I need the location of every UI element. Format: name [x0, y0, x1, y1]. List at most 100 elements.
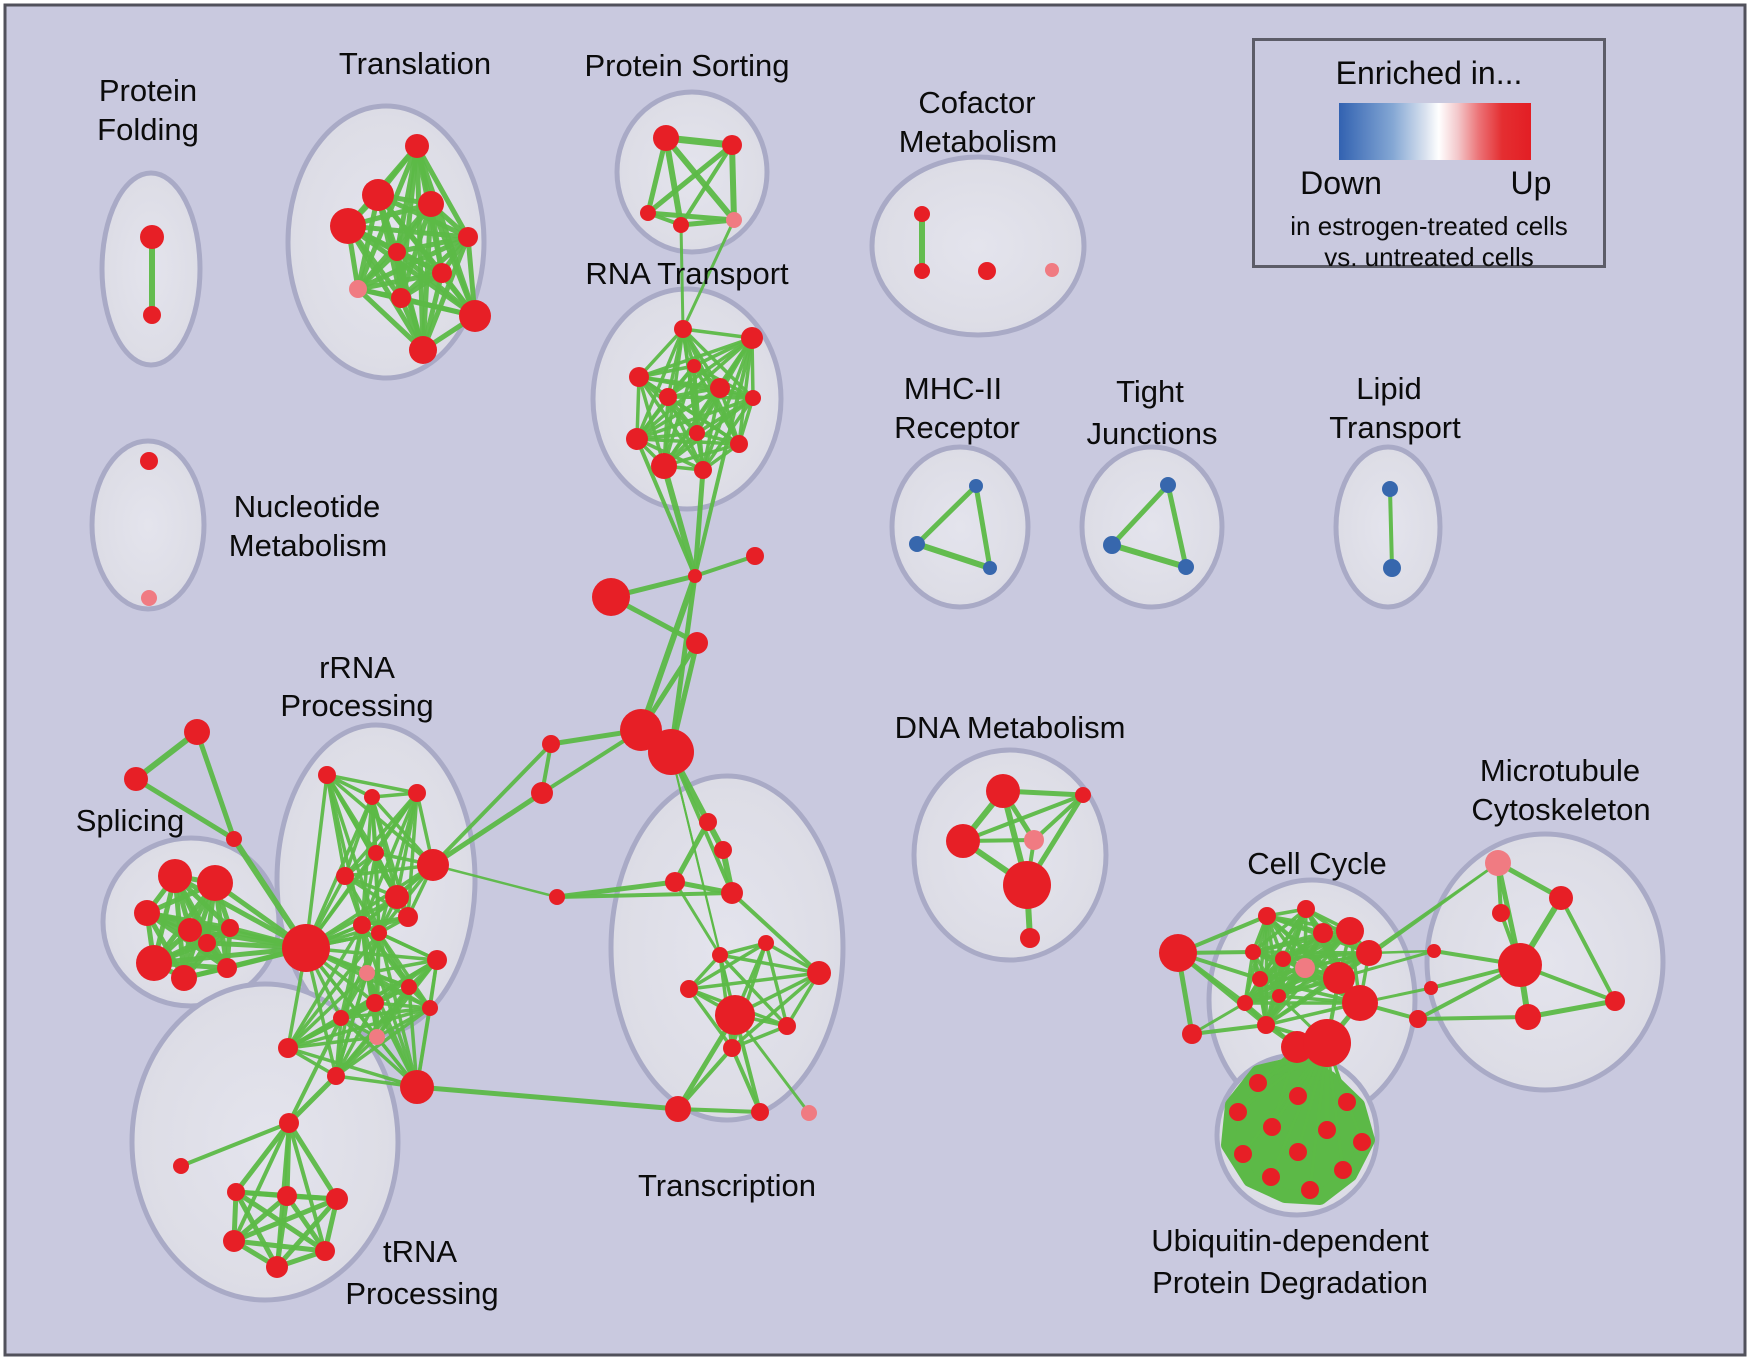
node-R2[interactable] — [741, 327, 763, 349]
node-C4[interactable] — [1045, 263, 1059, 277]
node-RB[interactable] — [417, 849, 449, 881]
node-RR7[interactable] — [398, 907, 418, 927]
node-R12[interactable] — [694, 461, 712, 479]
node-C1[interactable] — [914, 206, 930, 222]
node-TC7[interactable] — [758, 935, 774, 951]
node-D4[interactable] — [1024, 830, 1044, 850]
node-TN5[interactable] — [223, 1230, 245, 1252]
node-MTP[interactable] — [1485, 850, 1511, 876]
node-U7[interactable] — [1353, 1133, 1371, 1151]
node-UB[interactable] — [1303, 1019, 1351, 1067]
node-PF1[interactable] — [140, 225, 164, 249]
node-U3[interactable] — [1229, 1103, 1247, 1121]
node-TN1[interactable] — [173, 1158, 189, 1174]
node-RR6[interactable] — [385, 885, 409, 909]
node-TC14[interactable] — [801, 1105, 817, 1121]
node-M1[interactable] — [969, 479, 983, 493]
node-T3[interactable] — [330, 208, 366, 244]
node-TC10[interactable] — [778, 1017, 796, 1035]
node-D2[interactable] — [1075, 787, 1091, 803]
node-U12[interactable] — [1301, 1181, 1319, 1199]
node-RR4[interactable] — [368, 845, 384, 861]
node-D6[interactable] — [1020, 928, 1040, 948]
node-X2[interactable] — [592, 578, 630, 616]
node-S9[interactable] — [198, 934, 216, 952]
node-T6[interactable] — [388, 243, 406, 261]
node-N2[interactable] — [141, 590, 157, 606]
node-PS2[interactable] — [722, 135, 742, 155]
node-CC15[interactable] — [1342, 985, 1378, 1021]
node-CC6[interactable] — [1336, 917, 1364, 945]
node-RR5[interactable] — [336, 867, 354, 885]
node-TC4[interactable] — [721, 882, 743, 904]
node-J1[interactable] — [688, 569, 702, 583]
node-N1[interactable] — [140, 452, 158, 470]
node-U4[interactable] — [1263, 1118, 1281, 1136]
node-MT4[interactable] — [1424, 981, 1438, 995]
node-RR1[interactable] — [318, 766, 336, 784]
node-S4[interactable] — [178, 918, 202, 942]
node-TJX[interactable] — [226, 831, 242, 847]
node-MT1[interactable] — [1549, 886, 1573, 910]
node-RR8[interactable] — [353, 916, 371, 934]
node-TR1[interactable] — [184, 719, 210, 745]
node-TC2[interactable] — [714, 841, 732, 859]
node-CC12[interactable] — [1323, 962, 1355, 994]
node-S6[interactable] — [136, 945, 172, 981]
node-TC6[interactable] — [712, 947, 728, 963]
node-CC8[interactable] — [1275, 951, 1291, 967]
node-T4[interactable] — [418, 191, 444, 217]
node-X1[interactable] — [746, 547, 764, 565]
node-U9[interactable] — [1289, 1143, 1307, 1161]
node-D1[interactable] — [986, 774, 1020, 808]
node-CC9[interactable] — [1295, 958, 1315, 978]
node-T2[interactable] — [362, 179, 394, 211]
node-MT7[interactable] — [1605, 991, 1625, 1011]
node-PS4[interactable] — [673, 217, 689, 233]
node-S3[interactable] — [134, 900, 160, 926]
node-U10[interactable] — [1334, 1161, 1352, 1179]
node-R4[interactable] — [687, 359, 701, 373]
node-CC11[interactable] — [1252, 971, 1268, 987]
node-LP2[interactable] — [1383, 559, 1401, 577]
node-S1[interactable] — [158, 859, 192, 893]
node-R10[interactable] — [730, 435, 748, 453]
node-G2[interactable] — [1103, 536, 1121, 554]
node-PF2[interactable] — [143, 306, 161, 324]
node-KA[interactable] — [542, 735, 560, 753]
node-U11[interactable] — [1262, 1168, 1280, 1186]
node-R8[interactable] — [626, 428, 648, 450]
node-R9[interactable] — [689, 425, 705, 441]
node-C3[interactable] — [978, 262, 996, 280]
node-TN6[interactable] — [315, 1241, 335, 1261]
node-PS3[interactable] — [640, 205, 656, 221]
node-TN4[interactable] — [326, 1188, 348, 1210]
node-RR9[interactable] — [371, 925, 387, 941]
node-R1[interactable] — [674, 320, 692, 338]
node-R5[interactable] — [659, 388, 677, 406]
node-X3[interactable] — [686, 632, 708, 654]
node-RR3[interactable] — [408, 784, 426, 802]
node-TC8[interactable] — [680, 980, 698, 998]
node-T1[interactable] — [405, 134, 429, 158]
node-S2[interactable] — [197, 865, 233, 901]
node-TC11[interactable] — [723, 1039, 741, 1057]
node-U5[interactable] — [1318, 1121, 1336, 1139]
node-CC10[interactable] — [1356, 940, 1382, 966]
node-TC1[interactable] — [699, 813, 717, 831]
node-T10[interactable] — [459, 300, 491, 332]
node-LP1[interactable] — [1382, 481, 1398, 497]
node-TN2[interactable] — [227, 1183, 245, 1201]
node-R7[interactable] — [745, 390, 761, 406]
node-RR18[interactable] — [278, 1038, 298, 1058]
node-U6[interactable] — [1338, 1093, 1356, 1111]
node-RR13[interactable] — [427, 950, 447, 970]
node-S5[interactable] — [221, 919, 239, 937]
node-CC14[interactable] — [1237, 995, 1253, 1011]
node-RR16[interactable] — [369, 1029, 385, 1045]
node-CC16[interactable] — [1257, 1016, 1275, 1034]
node-T7[interactable] — [432, 263, 452, 283]
node-R3[interactable] — [629, 367, 649, 387]
node-R11[interactable] — [651, 453, 677, 479]
node-TCH[interactable] — [715, 995, 755, 1035]
